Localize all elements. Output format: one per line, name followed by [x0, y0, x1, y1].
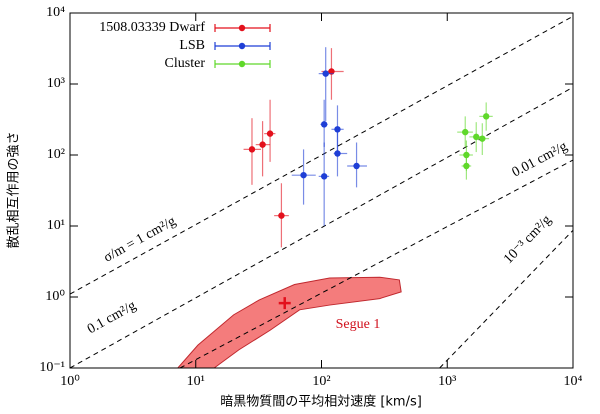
data-point: [248, 146, 256, 153]
x-tick-label: 10⁴: [564, 374, 583, 389]
y-tick-label: 10⁻¹: [39, 360, 65, 375]
x-axis-title: 暗黒物質間の平均相対速度 [km/s]: [220, 394, 422, 410]
x-tick-label: 10¹: [187, 374, 205, 389]
reference-line-label: σ/m = 1 cm²/g: [101, 214, 178, 266]
legend-swatch: [238, 60, 246, 68]
y-tick-label: 10⁴: [46, 5, 65, 20]
legend-label: LSB: [179, 38, 205, 53]
reference-line: [70, 15, 573, 295]
y-tick-label: 10⁰: [45, 289, 65, 304]
legend-label: Cluster: [165, 56, 206, 71]
data-point: [266, 130, 274, 137]
data-point: [479, 135, 486, 142]
y-tick-label: 10¹: [47, 218, 65, 233]
data-point: [278, 212, 285, 219]
data-point: [482, 113, 490, 120]
data-point: [320, 121, 328, 128]
y-axis-title: 散乱相互作用の強さ: [7, 131, 22, 248]
x-tick-label: 10²: [312, 374, 330, 389]
data-point: [322, 70, 329, 77]
y-tick-label: 10³: [47, 76, 65, 91]
data-point: [353, 162, 360, 170]
reference-line-label: 0.01 cm²/g: [510, 139, 570, 180]
plot-frame: [69, 12, 574, 369]
reference-line: [179, 159, 573, 368]
marker: [278, 297, 291, 310]
region-label: Segue 1: [336, 317, 381, 332]
data-point: [300, 171, 307, 179]
data-point: [463, 162, 470, 170]
region: [177, 276, 402, 368]
legend-label: 1508.03339 Dwarf: [99, 20, 205, 35]
data-point: [320, 173, 328, 180]
reference-line-label: 0.1 cm²/g: [85, 298, 139, 337]
data-point: [334, 150, 341, 157]
legend-swatch: [238, 24, 246, 32]
x-tick-label: 10³: [438, 374, 456, 389]
legend-swatch: [238, 42, 246, 50]
reference-line: [70, 86, 573, 368]
y-tick-label: 10²: [47, 147, 65, 162]
data-point: [462, 128, 469, 136]
reference-line: [439, 229, 573, 368]
reference-line-label: 10⁻³ cm²/g: [501, 213, 554, 267]
data-point: [259, 141, 266, 148]
x-tick-label: 10⁰: [60, 374, 80, 389]
